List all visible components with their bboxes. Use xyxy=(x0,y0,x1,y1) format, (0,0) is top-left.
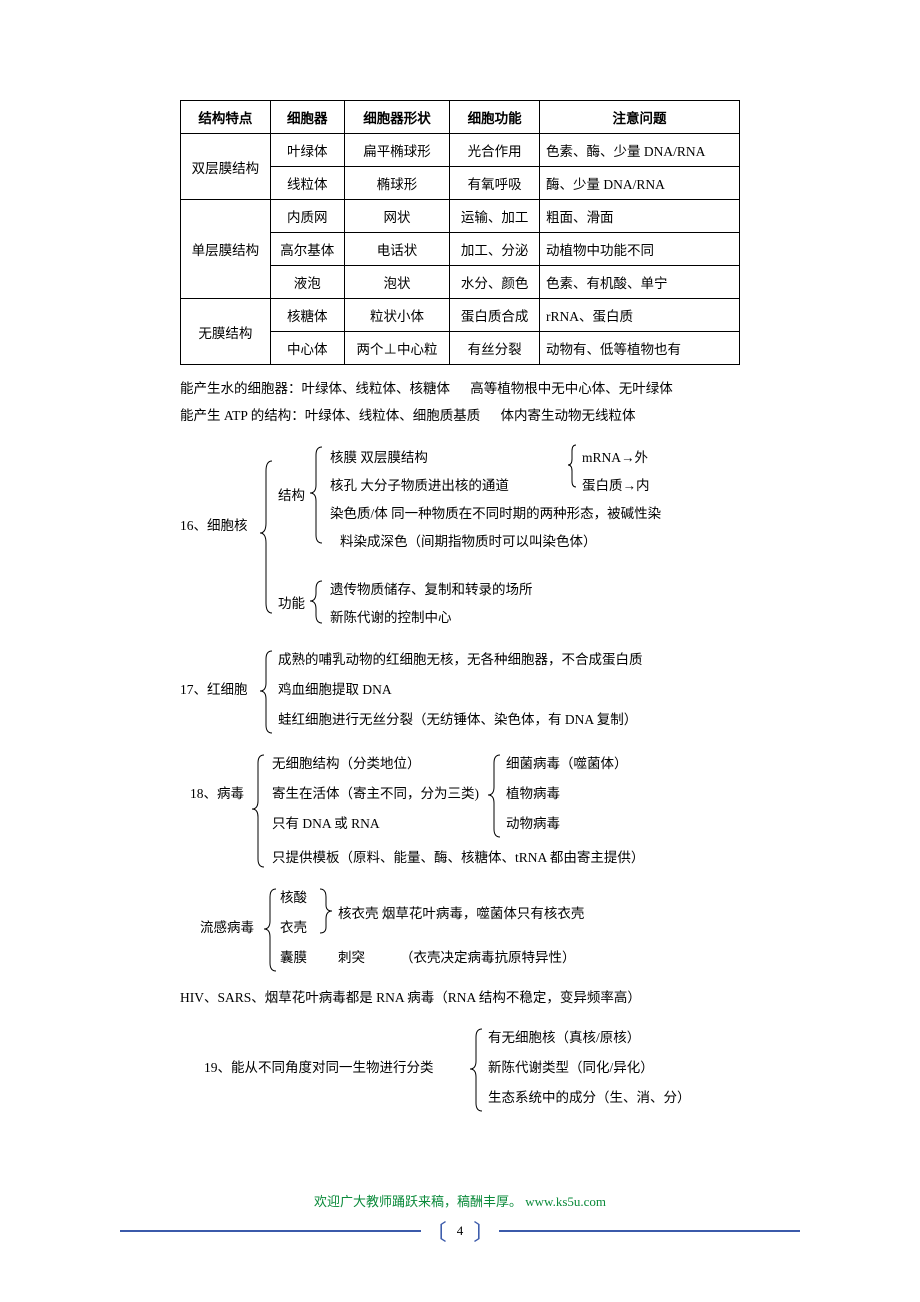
leaf: 料染成深色（间期指物质时可以叫染色体） xyxy=(340,529,597,555)
leaf: 鸡血细胞提取 DNA xyxy=(278,677,392,703)
leaf: 成熟的哺乳动物的红细胞无核，无各种细胞器，不合成蛋白质 xyxy=(278,647,643,673)
th: 细胞器 xyxy=(270,101,344,134)
note-text: 体内寄生动物无线粒体 xyxy=(501,408,636,423)
leaf: 遗传物质储存、复制和转录的场所 xyxy=(330,577,533,603)
th: 注意问题 xyxy=(540,101,740,134)
leaf: 细菌病毒（噬菌体） xyxy=(506,751,628,777)
table-cell: 水分、颜色 xyxy=(450,266,540,299)
footer-rule xyxy=(120,1230,421,1232)
group-label: 双层膜结构 xyxy=(181,134,271,200)
section-19: 19、能从不同角度对同一生物进行分类 有无细胞核（真核/原核） 新陈代谢类型（同… xyxy=(180,1025,740,1115)
section-title: 16、细胞核 xyxy=(180,513,248,539)
footer-rule xyxy=(499,1230,800,1232)
leaf: 生态系统中的成分（生、消、分） xyxy=(488,1085,691,1111)
footer-url: www.ks5u.com xyxy=(525,1194,606,1209)
table-cell: 网状 xyxy=(344,200,450,233)
table-cell: 粗面、滑面 xyxy=(540,200,740,233)
page-number: 4 xyxy=(451,1223,470,1239)
table-cell: 加工、分泌 xyxy=(450,233,540,266)
table-cell: 液泡 xyxy=(270,266,344,299)
table-cell: 椭球形 xyxy=(344,167,450,200)
table-cell: 动物有、低等植物也有 xyxy=(540,332,740,365)
leaf: 核孔 大分子物质进出核的通道 xyxy=(330,473,509,499)
leaf: 只有 DNA 或 RNA xyxy=(272,811,380,837)
note-text: 能产生水的细胞器：叶绿体、线粒体、核糖体 xyxy=(180,381,450,396)
table-header-row: 结构特点 细胞器 细胞器形状 细胞功能 注意问题 xyxy=(181,101,740,134)
table-cell: 核糖体 xyxy=(270,299,344,332)
footer-bracket-right: 〕 xyxy=(469,1215,499,1247)
struct-label: 结构 xyxy=(278,483,305,509)
table-row: 双层膜结构叶绿体扁平椭球形光合作用色素、酶、少量 DNA/RNA xyxy=(181,134,740,167)
leaf: 核衣壳 烟草花叶病毒，噬菌体只有核衣壳 xyxy=(338,901,584,927)
section-title: 17、红细胞 xyxy=(180,677,248,703)
rna-virus-note: HIV、SARS、烟草花叶病毒都是 RNA 病毒（RNA 结构不稳定，变异频率高… xyxy=(180,985,740,1011)
leaf: 有无细胞核（真核/原核） xyxy=(488,1025,640,1051)
section-title: 18、病毒 xyxy=(190,781,244,807)
leaf: 动物病毒 xyxy=(506,811,560,837)
table-cell: 光合作用 xyxy=(450,134,540,167)
table-cell: 叶绿体 xyxy=(270,134,344,167)
leaf: mRNA→外 xyxy=(582,445,648,471)
table-cell: 有氧呼吸 xyxy=(450,167,540,200)
th: 结构特点 xyxy=(181,101,271,134)
table-cell: 线粒体 xyxy=(270,167,344,200)
table-cell: 电话状 xyxy=(344,233,450,266)
leaf: 蛋白质→内 xyxy=(582,473,650,499)
table-cell: 色素、酶、少量 DNA/RNA xyxy=(540,134,740,167)
leaf: 无细胞结构（分类地位） xyxy=(272,751,421,777)
table-cell: 内质网 xyxy=(270,200,344,233)
note-text: 能产生 ATP 的结构：叶绿体、线粒体、细胞质基质 xyxy=(180,408,480,423)
leaf: 衣壳 xyxy=(280,915,307,941)
table-cell: 运输、加工 xyxy=(450,200,540,233)
note-text: 高等植物根中无中心体、无叶绿体 xyxy=(470,381,673,396)
table-row: 无膜结构核糖体粒状小体蛋白质合成rRNA、蛋白质 xyxy=(181,299,740,332)
table-row: 单层膜结构内质网网状运输、加工粗面、滑面 xyxy=(181,200,740,233)
table-cell: 蛋白质合成 xyxy=(450,299,540,332)
section-18: 18、病毒 无细胞结构（分类地位） 寄生在活体（寄主不同，分为三类) 只有 DN… xyxy=(180,751,740,871)
table-cell: 粒状小体 xyxy=(344,299,450,332)
page-footer: 欢迎广大教师踊跃来稿，稿酬丰厚。 www.ks5u.com 〔 4 〕 xyxy=(0,1191,920,1244)
leaf: 染色质/体 同一种物质在不同时期的两种形态，被碱性染 xyxy=(330,501,661,527)
th: 细胞功能 xyxy=(450,101,540,134)
table-cell: rRNA、蛋白质 xyxy=(540,299,740,332)
table-cell: 动植物中功能不同 xyxy=(540,233,740,266)
func-label: 功能 xyxy=(278,591,305,617)
table-notes: 能产生水的细胞器：叶绿体、线粒体、核糖体 高等植物根中无中心体、无叶绿体 能产生… xyxy=(180,375,740,429)
table-cell: 酶、少量 DNA/RNA xyxy=(540,167,740,200)
leaf: 刺突 xyxy=(338,945,365,971)
table-cell: 高尔基体 xyxy=(270,233,344,266)
section-16: 16、细胞核 结构 功能 核膜 双层膜结构 核孔 大分子物质进出核的通道 mRN… xyxy=(180,443,740,633)
leaf: 新陈代谢类型（同化/异化） xyxy=(488,1055,654,1081)
leaf: 新陈代谢的控制中心 xyxy=(330,605,452,631)
table-cell: 中心体 xyxy=(270,332,344,365)
footer-bracket-left: 〔 xyxy=(421,1215,451,1247)
leaf: 寄生在活体（寄主不同，分为三类) xyxy=(272,781,479,807)
group-label: 单层膜结构 xyxy=(181,200,271,299)
leaf: 植物病毒 xyxy=(506,781,560,807)
th: 细胞器形状 xyxy=(344,101,450,134)
leaf: （衣壳决定病毒抗原特异性） xyxy=(400,945,576,971)
leaf: 囊膜 xyxy=(280,945,307,971)
section-title: 流感病毒 xyxy=(200,915,254,941)
section-title: 19、能从不同角度对同一生物进行分类 xyxy=(204,1055,434,1081)
section-17: 17、红细胞 成熟的哺乳动物的红细胞无核，无各种细胞器，不合成蛋白质 鸡血细胞提… xyxy=(180,647,740,737)
leaf: 蛙红细胞进行无丝分裂（无纺锤体、染色体，有 DNA 复制） xyxy=(278,707,637,733)
table-cell: 色素、有机酸、单宁 xyxy=(540,266,740,299)
group-label: 无膜结构 xyxy=(181,299,271,365)
footer-text: 欢迎广大教师踊跃来稿，稿酬丰厚。 xyxy=(314,1194,522,1209)
leaf: 只提供模板（原料、能量、酶、核糖体、tRNA 都由寄主提供） xyxy=(272,845,644,871)
table-cell: 两个⊥中心粒 xyxy=(344,332,450,365)
note-text: HIV、SARS、烟草花叶病毒都是 RNA 病毒（RNA 结构不稳定，变异频率高… xyxy=(180,990,641,1005)
table-cell: 扁平椭球形 xyxy=(344,134,450,167)
leaf: 核酸 xyxy=(280,885,307,911)
leaf: 核膜 双层膜结构 xyxy=(330,445,428,471)
section-flu: 流感病毒 核酸 衣壳 囊膜 核衣壳 烟草花叶病毒，噬菌体只有核衣壳 刺突 （衣壳… xyxy=(180,885,740,975)
table-cell: 有丝分裂 xyxy=(450,332,540,365)
table-cell: 泡状 xyxy=(344,266,450,299)
organelle-table: 结构特点 细胞器 细胞器形状 细胞功能 注意问题 双层膜结构叶绿体扁平椭球形光合… xyxy=(180,100,740,365)
